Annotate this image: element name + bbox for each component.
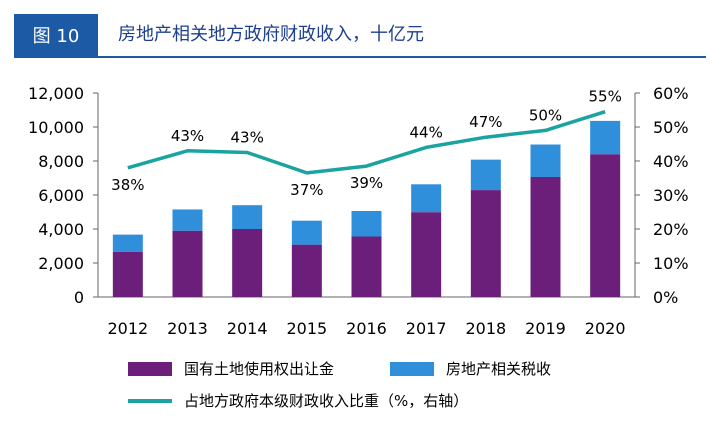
x-axis-tick-label: 2020 — [585, 319, 626, 338]
share-data-label: 39% — [350, 174, 383, 192]
left-axis-tick-label: 4,000 — [38, 220, 84, 239]
x-axis-tick-label: 2013 — [167, 319, 208, 338]
x-axis-tick-label: 2018 — [465, 319, 506, 338]
bar-property-tax — [351, 210, 382, 237]
bar-land-sales — [291, 244, 322, 297]
x-axis-tick-label: 2016 — [346, 319, 387, 338]
bar-property-tax — [411, 184, 442, 213]
left-axis-tick-label: 6,000 — [38, 186, 84, 205]
share-data-label: 47% — [469, 113, 502, 131]
header-rule — [14, 56, 706, 58]
bar-property-tax — [172, 209, 203, 231]
bar-land-sales — [590, 154, 621, 297]
right-axis-tick-label: 30% — [653, 186, 689, 205]
share-data-label: 43% — [171, 127, 204, 145]
bar-land-sales — [470, 190, 501, 297]
bar-land-sales — [232, 229, 263, 297]
right-axis-tick-label: 20% — [653, 220, 689, 239]
bar-property-tax — [232, 205, 263, 229]
bar-land-sales — [172, 230, 203, 297]
share-line — [127, 110, 606, 175]
x-axis-tick-label: 2014 — [227, 319, 268, 338]
right-axis-tick-label: 0% — [653, 288, 678, 307]
right-axis-tick-label: 10% — [653, 254, 689, 273]
figure-title: 房地产相关地方政府财政收入，十亿元 — [118, 24, 424, 45]
x-axis-tick-label: 2017 — [406, 319, 447, 338]
bar-property-tax — [590, 120, 621, 155]
bar-property-tax — [112, 234, 143, 252]
bar-land-sales — [112, 251, 143, 297]
right-axis-tick-label: 40% — [653, 152, 689, 171]
bar-land-sales — [530, 176, 561, 297]
left-axis-tick-label: 0 — [74, 288, 84, 307]
share-data-label: 44% — [409, 123, 442, 141]
figure-label: 图 10 — [14, 14, 98, 56]
share-data-label: 43% — [230, 129, 263, 147]
figure-header: 图 10 房地产相关地方政府财政收入，十亿元 — [14, 14, 706, 56]
share-data-label: 55% — [588, 88, 621, 106]
bar-property-tax — [470, 159, 501, 191]
bar-land-sales — [411, 212, 442, 297]
share-data-label: 38% — [111, 176, 144, 194]
bar-land-sales — [351, 236, 382, 297]
left-axis-tick-label: 2,000 — [38, 254, 84, 273]
bar-property-tax — [530, 144, 561, 177]
left-axis-tick-label: 12,000 — [28, 84, 84, 103]
left-axis-tick-label: 8,000 — [38, 152, 84, 171]
bar-property-tax — [291, 220, 322, 245]
left-axis-tick-label: 10,000 — [28, 118, 84, 137]
x-axis-tick-label: 2019 — [525, 319, 566, 338]
share-data-label: 37% — [290, 181, 323, 199]
right-axis-tick-label: 50% — [653, 118, 689, 137]
x-axis-tick-label: 2015 — [286, 319, 327, 338]
share-data-label: 50% — [529, 106, 562, 124]
right-axis-tick-label: 60% — [653, 84, 689, 103]
x-axis-tick-label: 2012 — [107, 319, 148, 338]
